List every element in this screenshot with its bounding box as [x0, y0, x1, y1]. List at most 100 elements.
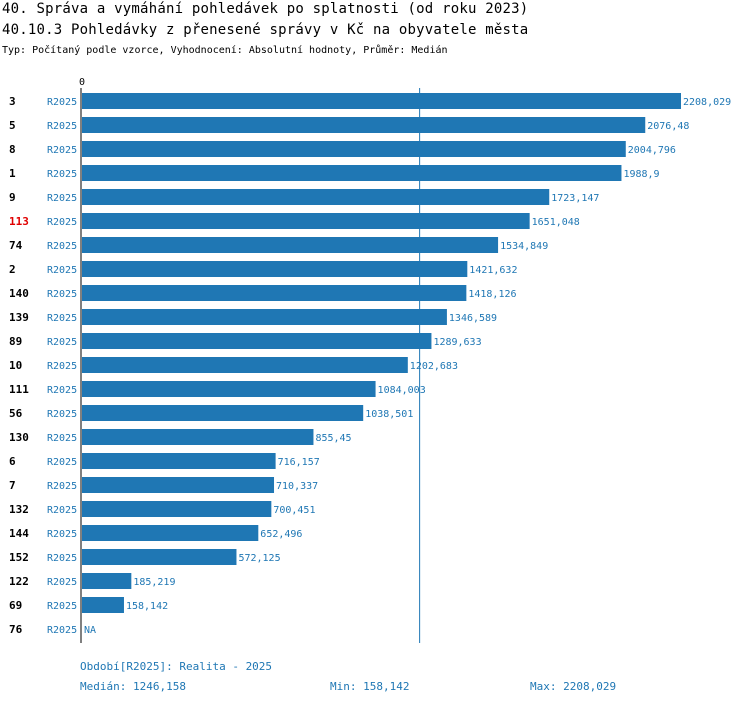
category-label: 8 — [9, 143, 16, 156]
footer-max: Max: 2208,029 — [530, 680, 617, 693]
category-label: 144 — [9, 527, 29, 540]
category-label: 152 — [9, 551, 29, 564]
series-label: R2025 — [47, 625, 77, 636]
value-label: 2208,029 — [683, 97, 731, 108]
chart-subtitle: 40.10.3 Pohledávky z přenesené správy v … — [2, 22, 529, 38]
series-label: R2025 — [47, 289, 77, 300]
category-label: 5 — [9, 119, 16, 132]
bar — [82, 117, 646, 133]
category-label: 10 — [9, 359, 22, 372]
category-label: 130 — [9, 431, 29, 444]
value-label: NA — [84, 625, 96, 636]
bar — [82, 189, 550, 205]
series-label: R2025 — [47, 217, 77, 228]
chart-meta: Typ: Počítaný podle vzorce, Vyhodnocení:… — [2, 45, 448, 56]
series-label: R2025 — [47, 409, 77, 420]
bar — [82, 285, 467, 301]
category-label: 132 — [9, 503, 29, 516]
category-label: 1 — [9, 167, 16, 180]
bar — [82, 309, 447, 325]
chart-title: 40. Správa a vymáhání pohledávek po spla… — [2, 1, 529, 17]
bar — [82, 573, 132, 589]
value-label: 1346,589 — [449, 313, 497, 324]
value-label: 1534,849 — [500, 241, 548, 252]
bar — [82, 141, 626, 157]
series-label: R2025 — [47, 337, 77, 348]
series-label: R2025 — [47, 577, 77, 588]
value-label: 1988,9 — [623, 169, 659, 180]
value-label: 1421,632 — [469, 265, 517, 276]
bar — [82, 597, 124, 613]
series-label: R2025 — [47, 121, 77, 132]
value-label: 2076,48 — [647, 121, 689, 132]
value-label: 185,219 — [133, 577, 175, 588]
bar — [82, 357, 408, 373]
value-label: 710,337 — [276, 481, 318, 492]
series-label: R2025 — [47, 169, 77, 180]
value-label: 1418,126 — [468, 289, 516, 300]
category-label: 111 — [9, 383, 29, 396]
series-label: R2025 — [47, 457, 77, 468]
series-label: R2025 — [47, 385, 77, 396]
category-label: 76 — [9, 623, 23, 636]
value-label: 1038,501 — [365, 409, 413, 420]
category-label: 139 — [9, 311, 29, 324]
series-label: R2025 — [47, 97, 77, 108]
series-label: R2025 — [47, 433, 77, 444]
value-label: 572,125 — [238, 553, 280, 564]
value-label: 158,142 — [126, 601, 168, 612]
series-label: R2025 — [47, 313, 77, 324]
value-label: 2004,796 — [628, 145, 676, 156]
series-label: R2025 — [47, 361, 77, 372]
bar — [82, 333, 432, 349]
bar — [82, 549, 237, 565]
bar — [82, 405, 364, 421]
category-label: 69 — [9, 599, 22, 612]
category-label: 122 — [9, 575, 29, 588]
value-label: 652,496 — [260, 529, 302, 540]
category-label: 6 — [9, 455, 16, 468]
value-label: 1084,003 — [378, 385, 426, 396]
category-label: 56 — [9, 407, 23, 420]
bar — [82, 453, 276, 469]
series-label: R2025 — [47, 241, 77, 252]
series-label: R2025 — [47, 529, 77, 540]
value-label: 700,451 — [273, 505, 315, 516]
bar — [82, 501, 272, 517]
series-label: R2025 — [47, 553, 77, 564]
bar — [82, 261, 468, 277]
series-label: R2025 — [47, 265, 77, 276]
category-label: 7 — [9, 479, 16, 492]
footer-period: Období[R2025]: Realita - 2025 — [80, 660, 273, 673]
footer-min: Min: 158,142 — [330, 680, 410, 693]
value-label: 1202,683 — [410, 361, 458, 372]
value-label: 716,157 — [278, 457, 320, 468]
series-label: R2025 — [47, 505, 77, 516]
bar — [82, 165, 622, 181]
category-label: 9 — [9, 191, 16, 204]
bar — [82, 477, 275, 493]
axis-zero-label: 0 — [79, 77, 85, 88]
value-label: 1289,633 — [433, 337, 481, 348]
series-label: R2025 — [47, 601, 77, 612]
category-label: 140 — [9, 287, 29, 300]
series-label: R2025 — [47, 193, 77, 204]
bar — [82, 213, 530, 229]
bar — [82, 429, 314, 445]
bar — [82, 237, 499, 253]
series-label: R2025 — [47, 145, 77, 156]
value-label: 855,45 — [315, 433, 351, 444]
category-label: 113 — [9, 215, 29, 228]
category-label: 3 — [9, 95, 16, 108]
series-label: R2025 — [47, 481, 77, 492]
category-label: 89 — [9, 335, 22, 348]
category-label: 2 — [9, 263, 16, 276]
footer-median: Medián: 1246,158 — [80, 680, 186, 693]
value-label: 1723,147 — [551, 193, 599, 204]
bar — [82, 525, 259, 541]
bar — [82, 93, 681, 109]
bar — [82, 381, 376, 397]
category-label: 74 — [9, 239, 23, 252]
value-label: 1651,048 — [532, 217, 580, 228]
